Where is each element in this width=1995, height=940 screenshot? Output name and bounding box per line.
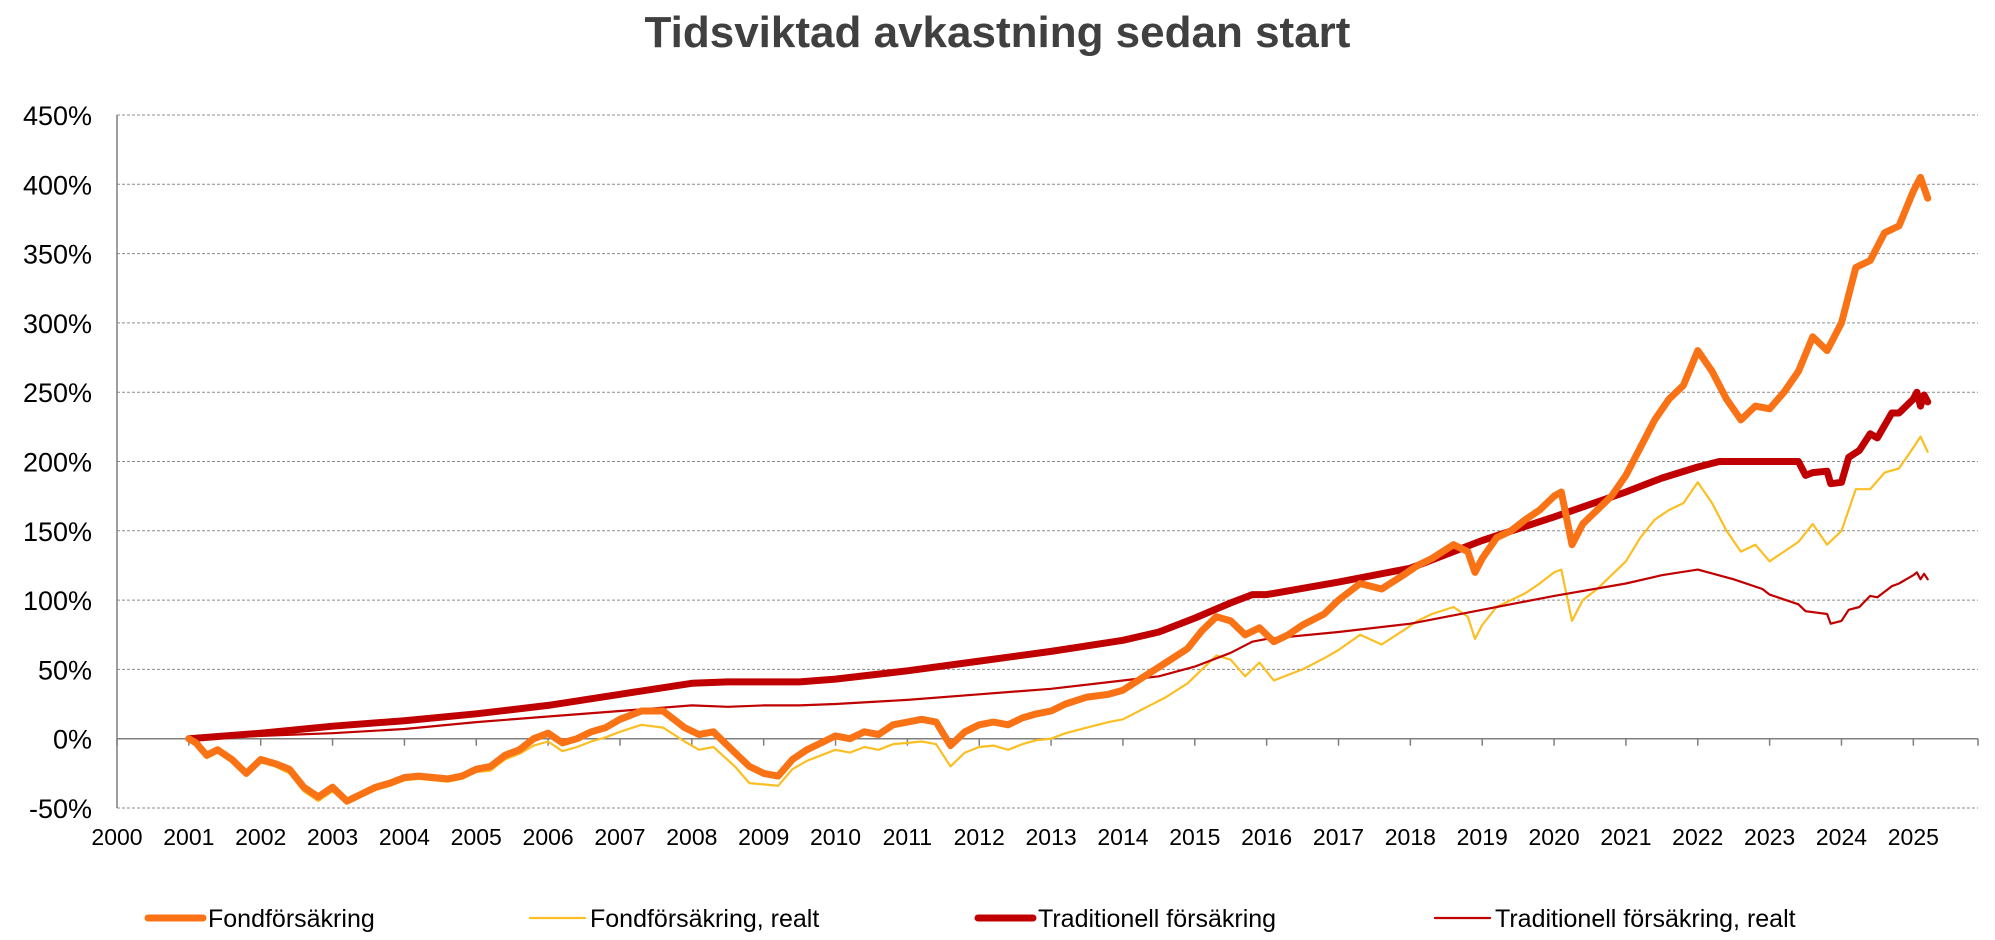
x-tick-label: 2021: [1600, 824, 1651, 850]
legend-label-0: Fondförsäkring: [208, 905, 375, 933]
x-tick-label: 2012: [954, 824, 1005, 850]
y-tick-label: 450%: [23, 101, 92, 131]
y-tick-label: 350%: [23, 240, 92, 270]
y-tick-label: -50%: [29, 794, 92, 824]
y-tick-label: 300%: [23, 309, 92, 339]
x-tick-label: 2014: [1097, 824, 1148, 850]
x-tick-label: 2000: [91, 824, 142, 850]
series-line-3: [187, 568, 1929, 740]
x-tick-label: 2009: [738, 824, 789, 850]
x-tick-label: 2005: [451, 824, 502, 850]
y-tick-label: 100%: [23, 586, 92, 616]
x-tick-label: 2004: [379, 824, 430, 850]
axes: -50% 0% 50% 100% 150% 200% 250% 300% 350% 400% 450…: [23, 101, 1979, 850]
x-tick-label: 2007: [594, 824, 645, 850]
x-tick-label: 2002: [235, 824, 286, 850]
x-tick-label: 2011: [883, 824, 932, 850]
y-tick-label: 400%: [23, 170, 92, 200]
legend: Fondförsäkring Fondförsäkring, realt Tradi…: [144, 905, 1796, 933]
y-tick-label: 150%: [23, 517, 92, 547]
gridlines: [117, 114, 1978, 809]
x-tick-label: 2003: [307, 824, 358, 850]
y-tick-label: 200%: [23, 448, 92, 478]
series-line-0: [185, 173, 1932, 805]
x-tick-label: 2017: [1313, 824, 1364, 850]
x-tick-label: 2006: [523, 824, 574, 850]
x-tick-label: 2022: [1672, 824, 1723, 850]
y-tick-label: 250%: [23, 378, 92, 408]
series-line-2: [185, 388, 1932, 743]
x-tick-label: 2001: [163, 824, 214, 850]
series-line-1: [187, 435, 1929, 805]
legend-label-1: Fondförsäkring, realt: [590, 905, 819, 933]
chart-title: Tidsviktad avkastning sedan start: [644, 8, 1351, 57]
x-tick-label: 2020: [1528, 824, 1579, 850]
legend-label-3: Traditionell försäkring, realt: [1495, 905, 1796, 933]
x-tick-label: 2016: [1241, 824, 1292, 850]
x-tick-label: 2013: [1026, 824, 1077, 850]
x-tick-label: 2024: [1816, 824, 1867, 850]
y-tick-label: 50%: [38, 655, 92, 685]
x-tick-label: 2023: [1744, 824, 1795, 850]
y-tick-label: 0%: [53, 725, 92, 755]
x-tick-label: 2010: [810, 824, 861, 850]
x-tick-label: 2015: [1169, 824, 1220, 850]
x-tick-label: 2025: [1888, 824, 1939, 850]
x-tick-label: 2019: [1457, 824, 1508, 850]
x-tick-label: 2008: [666, 824, 717, 850]
legend-label-2: Traditionell försäkring: [1038, 905, 1276, 933]
series-lines: [185, 173, 1932, 805]
x-tick-label: 2018: [1385, 824, 1436, 850]
